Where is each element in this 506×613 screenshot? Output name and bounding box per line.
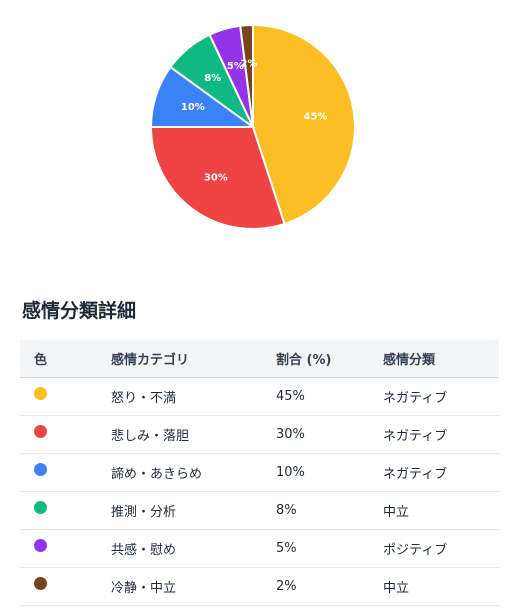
pie-label-resignation: 10% [181,102,205,113]
color-dot [34,463,47,476]
ratio-cell: 45% [276,377,383,416]
header-category: 感情カテゴリ [111,340,276,378]
color-cell [20,529,111,568]
section-title: 感情分類詳細 [22,300,137,322]
table-row: 共感・慰め 5% ポジティブ [20,529,499,568]
table-row: 推測・分析 8% 中立 [20,491,499,530]
color-cell [20,491,111,530]
category-cell: 共感・慰め [111,529,276,568]
color-cell [20,453,111,492]
color-dot [34,539,47,552]
category-cell: 諦め・あきらめ [111,453,276,492]
header-ratio: 割合 (%) [276,340,383,378]
class-cell: ネガティブ [383,415,499,454]
ratio-cell: 10% [276,453,383,492]
pie-label-analysis: 8% [204,73,221,84]
category-cell: 推測・分析 [111,491,276,530]
color-dot [34,501,47,514]
pie-slice-anger [252,23,356,226]
emotion-pie-chart: 45% 30% 10% 8% 5%2% [149,23,356,230]
table-row: 悲しみ・落胆 30% ネガティブ [20,415,499,454]
table-row: 怒り・不満 45% ネガティブ [20,377,499,416]
class-cell: ネガティブ [383,377,499,416]
color-cell [20,567,111,606]
color-cell [20,377,111,416]
class-cell: 中立 [383,567,499,606]
ratio-cell: 5% [276,529,383,568]
category-cell: 冷静・中立 [111,567,276,606]
color-dot [34,387,47,400]
pie-label-sadness: 30% [204,173,228,184]
ratio-cell: 2% [276,567,383,606]
color-cell [20,415,111,454]
pie-slice-calm [239,23,254,128]
ratio-cell: 8% [276,491,383,530]
pie-slice-sadness [149,126,286,230]
class-cell: ネガティブ [383,453,499,492]
pie-label-empathy: 5% [227,61,244,72]
category-cell: 悲しみ・落胆 [111,415,276,454]
header-class: 感情分類 [383,340,499,378]
emotion-detail-table: 色 感情カテゴリ 割合 (%) 感情分類 怒り・不満 45% ネガティブ 悲しみ… [20,340,499,606]
pie-label-calm: 2% [241,58,258,69]
class-cell: ポジティブ [383,529,499,568]
color-dot [34,577,47,590]
category-cell: 怒り・不満 [111,377,276,416]
class-cell: 中立 [383,491,499,530]
color-dot [34,425,47,438]
table-row: 諦め・あきらめ 10% ネガティブ [20,453,499,492]
pie-label-anger: 45% [303,112,327,123]
table-header-row: 色 感情カテゴリ 割合 (%) 感情分類 [20,340,499,378]
table-row: 冷静・中立 2% 中立 [20,567,499,606]
header-color: 色 [20,340,111,378]
ratio-cell: 30% [276,415,383,454]
